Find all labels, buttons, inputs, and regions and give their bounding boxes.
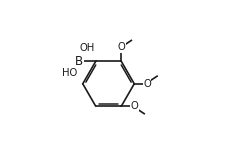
- Text: O: O: [117, 42, 125, 52]
- Text: OH: OH: [79, 43, 94, 53]
- Text: O: O: [143, 79, 150, 89]
- Text: O: O: [130, 101, 138, 111]
- Text: B: B: [74, 55, 82, 68]
- Text: HO: HO: [62, 68, 77, 78]
